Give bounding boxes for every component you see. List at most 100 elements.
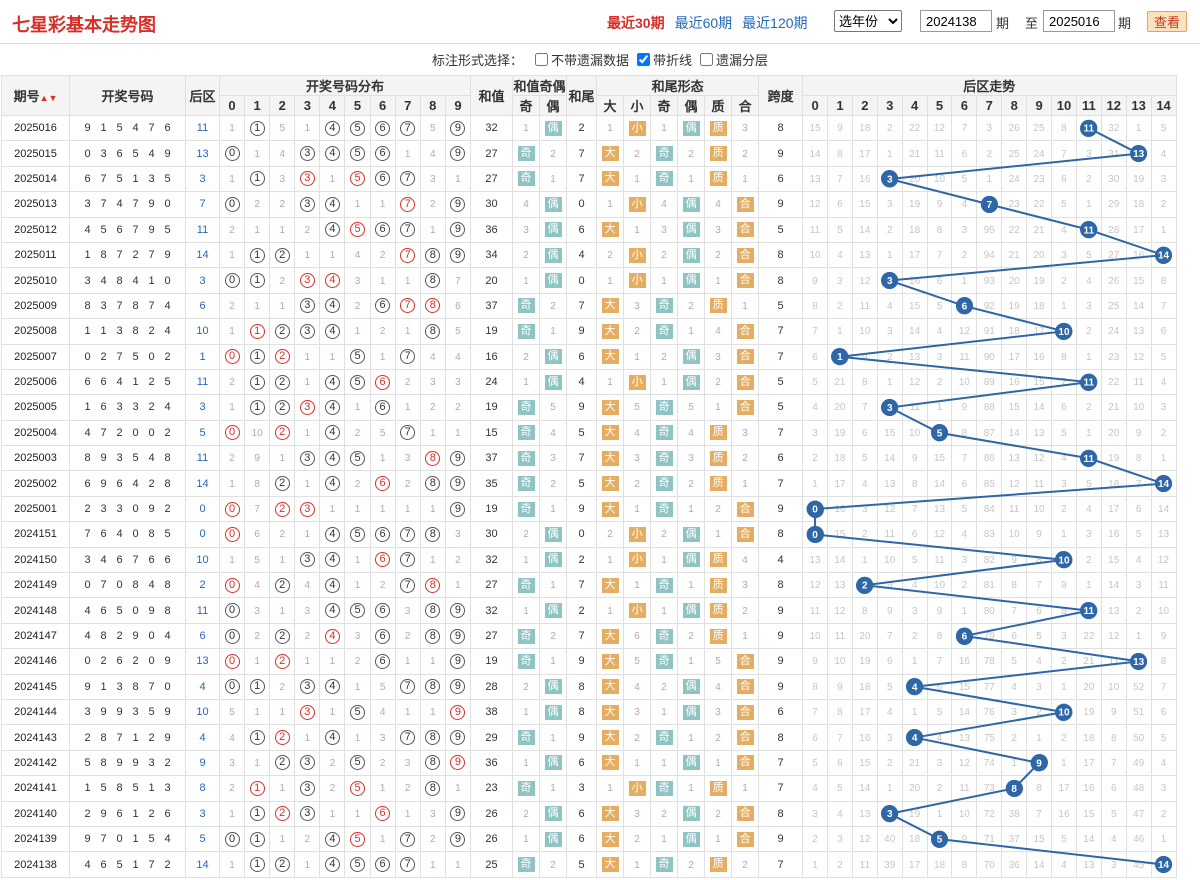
shape-even: 偶 [677,597,706,624]
to-issue-input[interactable] [1043,10,1115,32]
number-digit: 6 [100,376,107,389]
table-row: 2024139 9 7 0 1 5 4 5 0 1 1 2 4 5 1 7 2 9 26 1 偶 6 大 2 1 偶 1 合 9 2 3 12… [1,825,1177,853]
dist-ball: 5 [350,171,366,187]
shape-odd-tag: 奇 [655,653,673,669]
trend-miss: 7 [812,326,818,338]
shape-prime-miss: 3 [715,351,721,363]
trend-cell-12: 3 [1100,851,1127,878]
period-link-0[interactable]: 最近30期 [607,15,665,31]
trend-cell-14: 6 [1150,318,1177,345]
year-select[interactable]: 选年份 [834,10,902,32]
back-cell: 11 [185,216,220,243]
dist-miss: 1 [430,554,436,566]
dist-ball: 9 [450,247,466,263]
trend-cell-13: 10 [1125,394,1152,421]
trend-cell-3: 3 [876,318,903,345]
dist-cell-4: 4 [319,825,346,853]
query-button[interactable]: 查看 [1147,11,1187,32]
option-checkbox-2[interactable] [700,52,714,66]
number-digit: 8 [132,579,139,592]
dist-cell-8: 8 [419,572,446,599]
dist-ball: 9 [450,704,466,720]
dist-cell-1: 7 [244,495,271,523]
trend-cell-12: 7 [1100,749,1127,777]
period-link-1[interactable]: 最近60期 [674,15,733,31]
trend-miss: 21 [909,148,921,160]
trend-miss: 6 [1036,605,1042,617]
period-link-2[interactable]: 最近120期 [742,15,808,31]
dist-ball: 1 [249,679,265,695]
trend-miss: 2 [911,631,918,642]
number-digit: 4 [164,833,171,846]
option-0[interactable]: 不带遗漏数据 [534,50,629,69]
option-1[interactable]: 带折线 [637,50,692,69]
trend-cell-14: 5 [1150,114,1177,142]
dist-cell-3: 2 [294,216,321,243]
dist-ball: 4 [324,323,340,339]
trend-cell-7: 76 [976,698,1003,726]
dist-cell-5: 5 [344,851,371,878]
trend-cell-5: 10 [926,572,953,599]
number-digit: 4 [116,528,123,541]
trend-miss: 6 [1061,173,1067,185]
trend-miss: 2 [886,351,893,363]
trend-cell-3: 4 [876,698,903,726]
span-cell: 8 [758,267,804,294]
dist-cell-2: 2 [269,267,296,294]
trend-miss: 20 [1008,275,1020,287]
number-digit: 1 [132,731,139,744]
shape-big: 1 [596,191,625,218]
option-2[interactable]: 遗漏分层 [700,50,768,69]
trend-miss: 8 [812,300,818,312]
trend-cell-13: 19 [1125,165,1152,193]
dist-cell-4: 4 [319,546,346,574]
shape-big: 1 [596,775,625,802]
dist-ball: 1 [249,831,265,847]
trend-miss: 18 [933,859,946,871]
dist-cell-2: 3 [269,165,296,193]
shape-even: 2 [677,851,706,878]
dist-ball: 2 [274,349,290,365]
shape-small-miss: 2 [634,148,640,160]
sort-icon[interactable]: ▲▼ [39,93,58,103]
trend-cell-10: 2 [1051,495,1077,523]
shape-big: 大 [596,445,625,472]
dist-miss: 1 [279,300,286,312]
option-checkbox-1[interactable] [637,52,650,66]
dist-cell-9: 3 [444,521,472,548]
trend-cell-6: 12 [951,318,978,345]
dist-cell-2: 2 [269,343,296,370]
sum-oe-a-tag: 奇 [517,171,535,187]
dist-ball: 4 [324,603,340,619]
dist-cell-9: 9 [444,241,472,269]
dist-cell-8: 1 [419,648,446,675]
col-issue[interactable]: 期号▲▼ [1,75,70,116]
trend-cell-10: 5 [1051,191,1077,218]
trend-miss: 14 [1083,834,1095,846]
from-issue-input[interactable] [920,10,992,32]
dist-cell-6: 6 [369,648,396,675]
shape-even-tag: 偶 [682,222,700,238]
trend-miss: 15 [933,453,946,465]
trend-ball: 13 [1130,652,1148,670]
dist-cell-7: 2 [394,775,421,802]
shape-big-tag: 大 [601,730,619,746]
trend-miss: 14 [1033,859,1045,871]
trend-cell-5: 5 [926,419,953,447]
number-digit: 3 [164,782,171,795]
trend-cell-7: 94 [976,241,1003,269]
sum-oe-a-tag: 奇 [517,146,535,162]
dist-cell-9: 7 [444,267,472,294]
dist-ball: 9 [450,476,466,492]
trend-miss: 9 [936,605,943,617]
shape-small-miss: 5 [634,656,640,668]
issue-cell: 2025004 [1,419,70,447]
dist-cell-5: 5 [344,698,371,726]
trend-cell-4: 14 [901,318,928,345]
option-checkbox-0[interactable] [534,52,548,66]
table-row: 2024138 4 6 5 1 7 2 14 1 1 2 1 4 5 6 7 1 1 25 奇 2 5 大 1 奇 2 质 2 7 1 2 1… [1,851,1177,878]
